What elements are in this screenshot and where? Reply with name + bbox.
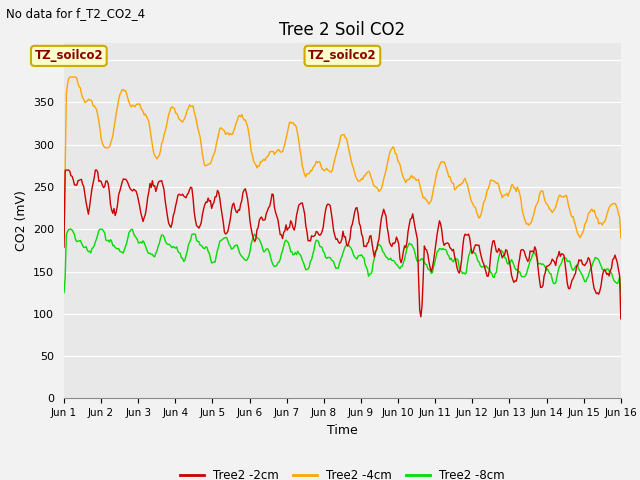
X-axis label: Time: Time: [327, 424, 358, 437]
Text: TZ_soilco2: TZ_soilco2: [35, 49, 103, 62]
Y-axis label: CO2 (mV): CO2 (mV): [15, 191, 28, 251]
Text: No data for f_T2_CO2_4: No data for f_T2_CO2_4: [6, 7, 145, 20]
Legend: Tree2 -2cm, Tree2 -4cm, Tree2 -8cm: Tree2 -2cm, Tree2 -4cm, Tree2 -8cm: [175, 465, 509, 480]
Text: TZ_soilco2: TZ_soilco2: [308, 49, 377, 62]
Title: Tree 2 Soil CO2: Tree 2 Soil CO2: [279, 21, 406, 39]
